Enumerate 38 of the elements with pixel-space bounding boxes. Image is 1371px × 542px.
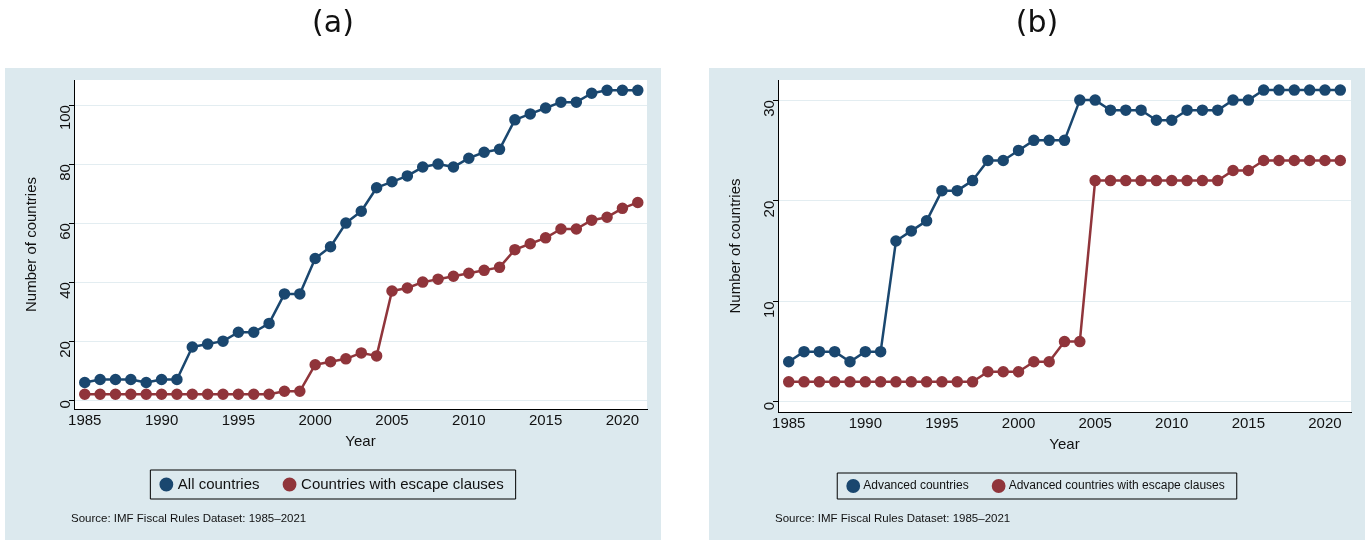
x-tick-label: 2015 (1231, 414, 1266, 432)
y-axis-title: Number of countries (726, 178, 744, 314)
x-tick-label: 2005 (1078, 414, 1112, 432)
x-tick-label: 1985 (772, 414, 806, 432)
y-tick-label: 30 (760, 100, 778, 117)
legend-label: Advanced countries with escape clauses (1008, 478, 1225, 493)
source-note: Source: IMF Fiscal Rules Dataset: 1985–2021 (71, 512, 307, 524)
x-tick-label: 1985 (68, 411, 102, 429)
x-tick-label: 2020 (605, 411, 640, 429)
x-tick-label: 1990 (144, 411, 179, 429)
legend-label: All countries (177, 474, 260, 492)
y-tick-label: 0 (760, 401, 778, 411)
x-tick-label: 2000 (298, 411, 332, 429)
y-tick-label: 80 (56, 164, 74, 181)
y-tick-label: 20 (56, 341, 74, 358)
y-tick-label: 20 (760, 200, 778, 218)
source-note: Source: IMF Fiscal Rules Dataset: 1985–2021 (775, 512, 1011, 524)
y-tick-label: 40 (56, 282, 74, 299)
x-tick-label: 1990 (848, 414, 883, 432)
x-tick-label: 2005 (375, 411, 409, 429)
chart-title: (a) (311, 4, 355, 39)
y-axis-title: Number of countries (22, 176, 40, 313)
x-tick-label: 1995 (221, 411, 256, 429)
x-axis-title: Year (345, 432, 376, 450)
x-tick-label: 2000 (1001, 414, 1036, 432)
x-tick-label: 2015 (528, 411, 563, 429)
chart-title: (b) (1014, 4, 1060, 39)
legend-label: Countries with escape clauses (301, 474, 504, 492)
legend-label: Advanced countries (863, 478, 969, 493)
x-tick-label: 1995 (925, 414, 959, 432)
y-tick-label: 100 (56, 105, 74, 131)
x-tick-label: 2010 (1155, 414, 1189, 432)
x-axis-title: Year (1049, 435, 1080, 453)
x-tick-label: 2020 (1308, 414, 1342, 432)
y-tick-label: 60 (56, 223, 74, 240)
y-tick-label: 0 (56, 400, 74, 409)
y-tick-label: 10 (760, 301, 778, 319)
x-tick-label: 2010 (452, 411, 486, 429)
